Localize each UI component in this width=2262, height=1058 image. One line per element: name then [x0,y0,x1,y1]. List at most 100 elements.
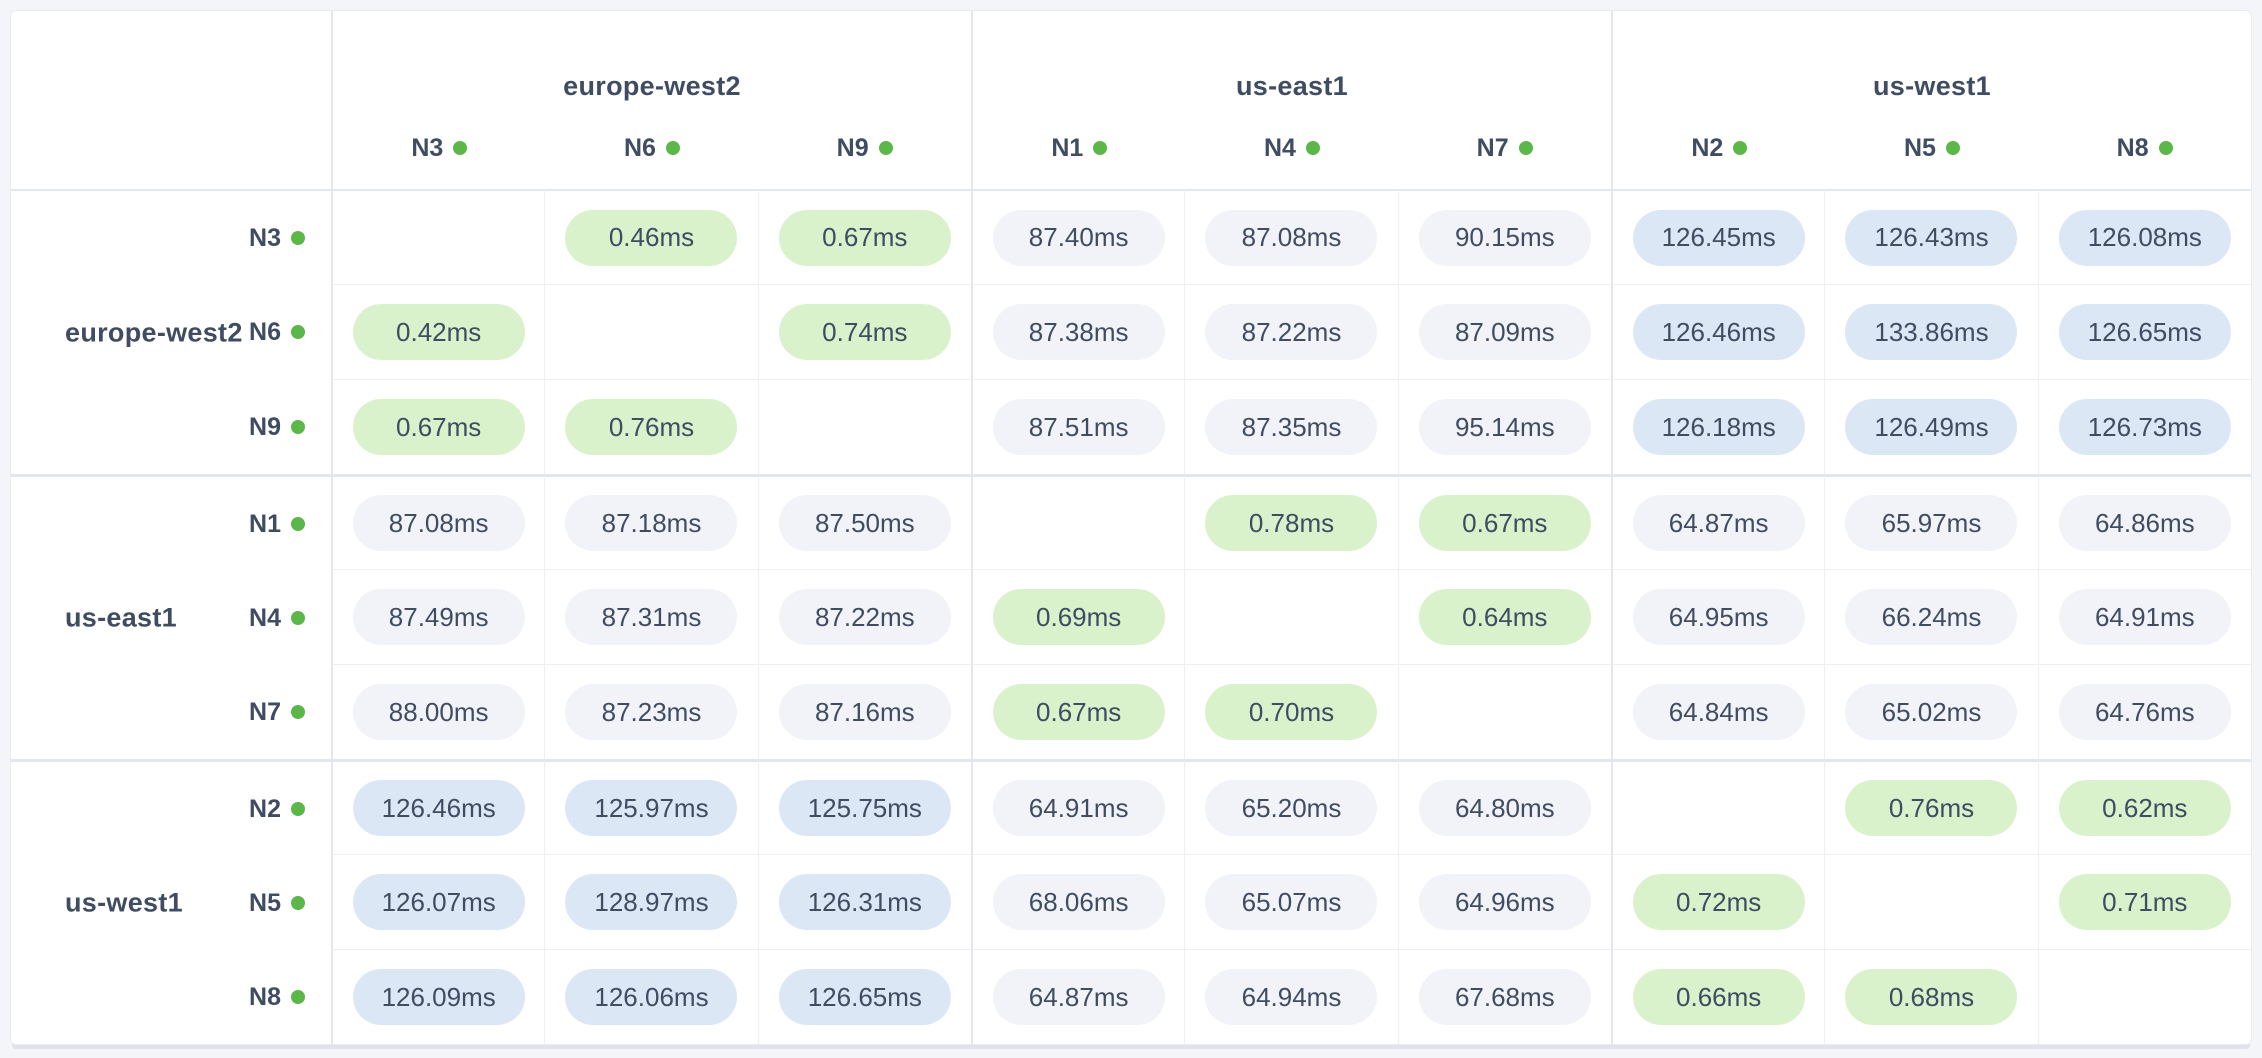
latency-value-pill[interactable]: 126.46ms [1632,304,1805,360]
latency-value-pill[interactable]: 126.08ms [2058,209,2231,266]
node-status-icon [878,141,893,155]
latency-value-pill[interactable]: 0.71ms [2058,874,2231,930]
row-region-title: europe-west2 [65,317,243,347]
latency-value-pill[interactable]: 0.67ms [352,399,525,455]
latency-value-pill[interactable]: 90.15ms [1418,209,1591,266]
latency-value-pill[interactable]: 65.97ms [1845,495,2018,551]
row-node-label-N6: N6 [249,317,305,347]
latency-value-pill[interactable]: 87.18ms [565,495,738,551]
node-status-icon [665,141,680,155]
latency-value-pill[interactable]: 0.66ms [1632,969,1805,1025]
node-status-icon [1093,141,1108,155]
latency-value-pill[interactable]: 87.49ms [352,589,525,645]
latency-value-pill[interactable]: 87.40ms [992,209,1165,266]
latency-value-pill[interactable]: 125.97ms [565,780,738,836]
latency-value-pill[interactable]: 64.87ms [992,969,1165,1025]
latency-value-pill[interactable]: 65.20ms [1205,780,1378,836]
latency-value-pill[interactable]: 126.06ms [565,969,738,1025]
latency-value-pill[interactable]: 126.45ms [1632,209,1805,266]
latency-cell-N6-N5: 133.86ms [1824,284,2038,379]
latency-value-pill[interactable]: 0.67ms [1418,495,1591,551]
latency-value-pill[interactable]: 0.76ms [1845,780,2018,836]
latency-value-pill[interactable]: 64.96ms [1418,874,1591,930]
latency-value-pill[interactable]: 87.16ms [778,684,951,740]
latency-value-pill[interactable]: 0.67ms [778,209,951,266]
latency-value-pill[interactable]: 0.78ms [1205,495,1378,551]
latency-value-pill[interactable]: 125.75ms [778,780,951,836]
node-name: N7 [249,698,281,726]
latency-cell-N8-N3: 126.09ms [331,949,545,1044]
latency-value-pill[interactable]: 126.43ms [1845,209,2018,266]
latency-cell-N4-N9: 87.22ms [757,569,971,664]
latency-value-pill[interactable]: 0.74ms [778,304,951,360]
row-node-label-N3: N3 [249,223,305,253]
latency-cell-N1-N5: 65.97ms [1824,474,2038,569]
latency-value-pill[interactable]: 65.07ms [1205,874,1378,930]
latency-value-pill[interactable]: 126.31ms [778,874,951,930]
column-node-label-N8: N8 [2038,133,2251,163]
latency-value-pill[interactable]: 64.91ms [992,780,1165,836]
latency-value-pill[interactable]: 87.38ms [992,304,1165,360]
latency-matrix-card: europe-west2 N3 N6 N9 us-east1 N1 N4 N7 us-west1… [10,10,2252,1045]
latency-value-pill[interactable]: 64.91ms [2058,589,2231,645]
latency-value-pill[interactable]: 67.68ms [1418,969,1591,1025]
latency-value-pill[interactable]: 126.46ms [352,780,525,836]
latency-value-pill[interactable]: 87.31ms [565,589,738,645]
column-region-title: us-east1 [1236,71,1348,101]
latency-cell-N3-N8: 126.08ms [2037,189,2251,284]
latency-value-pill[interactable]: 126.49ms [1845,399,2018,455]
node-name: N6 [249,318,281,347]
latency-cell-N9-N6: 0.76ms [544,379,758,474]
latency-value-pill[interactable]: 0.67ms [992,684,1165,740]
latency-value-pill[interactable]: 87.22ms [1205,304,1378,360]
latency-value-pill[interactable]: 64.80ms [1418,780,1591,836]
row-region-title: us-west1 [65,887,183,918]
node-name: N4 [1263,134,1296,162]
latency-cell-N5-N3: 126.07ms [331,854,545,949]
latency-value-pill[interactable]: 126.09ms [352,969,525,1025]
latency-value-pill[interactable]: 64.76ms [2058,684,2231,740]
latency-value-pill[interactable]: 0.46ms [565,209,738,266]
latency-value-pill[interactable]: 87.08ms [1205,209,1378,266]
latency-value-pill[interactable]: 0.64ms [1418,589,1591,645]
column-node-labels: N3 N6 N9 [333,133,971,163]
node-name: N2 [1691,134,1724,162]
latency-cell-N9-N2: 126.18ms [1610,379,1825,474]
latency-value-pill[interactable]: 0.68ms [1845,969,2018,1025]
latency-value-pill[interactable]: 128.97ms [565,874,738,930]
latency-value-pill[interactable]: 87.50ms [778,495,951,551]
latency-value-pill[interactable]: 64.87ms [1632,495,1805,551]
latency-value-pill[interactable]: 66.24ms [1845,589,2018,645]
latency-value-pill[interactable]: 126.07ms [352,874,525,930]
row-node-label-row: N9 [11,380,331,474]
latency-value-pill[interactable]: 133.86ms [1845,304,2018,360]
latency-value-pill[interactable]: 64.84ms [1632,684,1805,740]
latency-value-pill[interactable]: 64.94ms [1205,969,1378,1025]
latency-value-pill[interactable]: 65.02ms [1845,684,2018,740]
latency-value-pill[interactable]: 0.76ms [565,399,738,455]
latency-value-pill[interactable]: 87.51ms [992,399,1165,455]
latency-value-pill[interactable]: 95.14ms [1418,399,1591,455]
latency-value-pill[interactable]: 64.86ms [2058,495,2231,551]
latency-value-pill[interactable]: 0.62ms [2058,780,2231,836]
latency-value-pill[interactable]: 126.65ms [2058,304,2231,360]
latency-value-pill[interactable]: 0.69ms [992,589,1165,645]
latency-value-pill[interactable]: 87.23ms [565,684,738,740]
latency-value-pill[interactable]: 126.18ms [1632,399,1805,455]
node-status-icon [1518,141,1533,155]
latency-value-pill[interactable]: 68.06ms [992,874,1165,930]
latency-value-pill[interactable]: 87.35ms [1205,399,1378,455]
node-status-icon [1945,141,1960,155]
latency-value-pill[interactable]: 0.72ms [1632,874,1805,930]
latency-value-pill[interactable]: 88.00ms [352,684,525,740]
column-node-label-N6: N6 [546,133,759,163]
latency-value-pill[interactable]: 87.22ms [778,589,951,645]
latency-value-pill[interactable]: 0.42ms [352,304,525,360]
latency-value-pill[interactable]: 0.70ms [1205,684,1378,740]
latency-value-pill[interactable]: 64.95ms [1632,589,1805,645]
latency-cell-N8-N6: 126.06ms [544,949,758,1044]
latency-value-pill[interactable]: 126.73ms [2058,399,2231,455]
latency-value-pill[interactable]: 87.09ms [1418,304,1591,360]
latency-value-pill[interactable]: 87.08ms [352,495,525,551]
latency-value-pill[interactable]: 126.65ms [778,969,951,1025]
